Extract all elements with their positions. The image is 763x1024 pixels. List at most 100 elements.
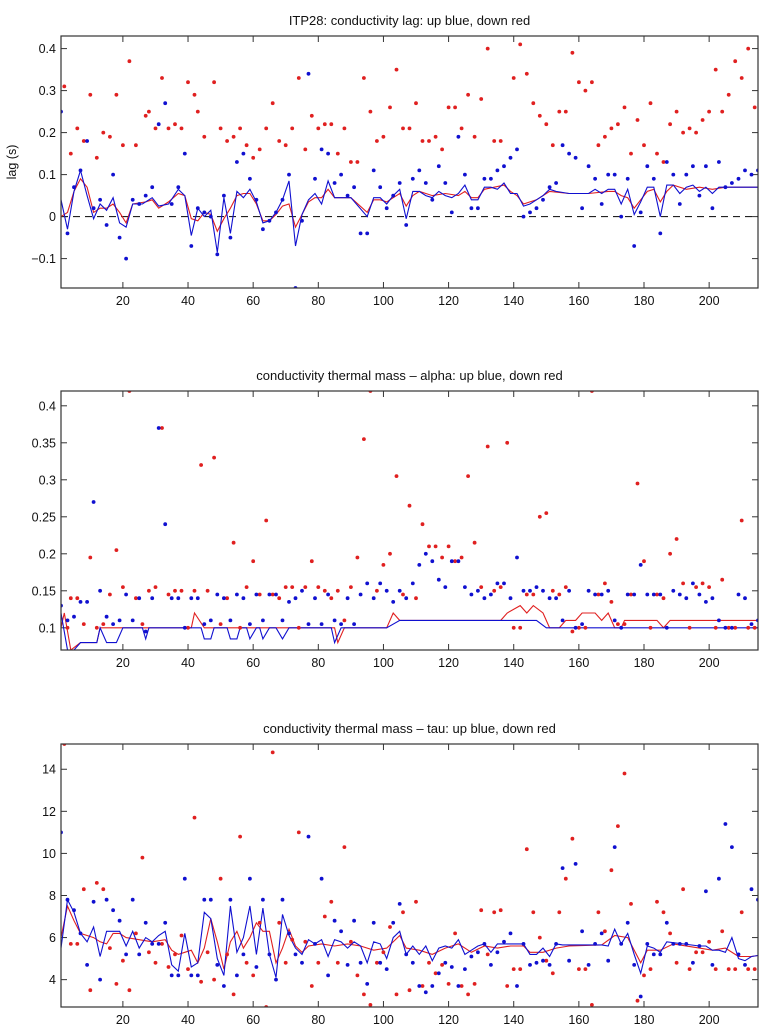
down-data-point xyxy=(335,960,340,965)
up-data-point xyxy=(235,973,239,978)
up-data-point xyxy=(625,920,630,925)
down-data-point xyxy=(68,596,73,601)
down-data-point xyxy=(700,950,705,955)
up-data-point xyxy=(502,939,506,944)
up-data-point xyxy=(313,596,317,601)
down-data-point xyxy=(518,42,523,47)
up-data-point xyxy=(449,965,454,969)
up-data-point xyxy=(111,172,115,177)
down-data-point xyxy=(166,126,171,131)
down-data-point xyxy=(453,931,457,936)
x-tick-label: 40 xyxy=(181,656,195,670)
down-data-point xyxy=(108,946,112,950)
up-data-point xyxy=(691,581,695,586)
up-data-point xyxy=(319,147,324,152)
y-tick-label: 0.4 xyxy=(39,42,56,56)
up-data-point xyxy=(169,973,174,978)
down-data-point xyxy=(563,585,568,589)
down-data-point xyxy=(147,588,151,593)
down-data-point xyxy=(335,588,340,593)
up-data-point xyxy=(632,963,637,967)
down-data-point xyxy=(674,537,679,541)
y-tick-label: 0.25 xyxy=(32,510,56,524)
up-data-point xyxy=(124,952,128,957)
up-data-point xyxy=(651,592,656,597)
up-data-point xyxy=(723,185,728,190)
down-data-point xyxy=(290,585,295,589)
up-data-point xyxy=(391,193,396,198)
down-data-point xyxy=(609,126,614,131)
up-data-point xyxy=(345,963,350,967)
down-data-point xyxy=(75,126,80,131)
up-data-point xyxy=(554,596,558,601)
down-data-point xyxy=(143,113,148,118)
up-data-point xyxy=(580,622,584,626)
up-data-point xyxy=(430,559,435,564)
up-data-point xyxy=(241,151,246,156)
up-data-point xyxy=(482,176,487,181)
down-data-point xyxy=(713,67,718,72)
up-data-point xyxy=(391,920,396,925)
down-data-point xyxy=(160,426,164,430)
down-data-point xyxy=(127,988,132,993)
down-data-point xyxy=(225,596,230,601)
down-data-point xyxy=(700,118,705,122)
up-data-point xyxy=(156,122,161,127)
down-data-point xyxy=(674,960,679,965)
up-data-point xyxy=(736,176,741,181)
down-data-point xyxy=(752,967,757,971)
down-data-point xyxy=(244,143,249,148)
up-data-point xyxy=(339,622,343,626)
up-data-point xyxy=(195,973,200,978)
up-data-point xyxy=(664,160,669,164)
up-data-point xyxy=(391,600,396,604)
up-data-point xyxy=(326,592,330,597)
up-data-point xyxy=(469,592,474,597)
down-data-point xyxy=(134,143,138,148)
down-data-point xyxy=(733,59,738,64)
down-data-point xyxy=(550,971,555,976)
down-data-point xyxy=(472,540,477,545)
up-data-point xyxy=(156,426,161,430)
up-data-point xyxy=(150,185,155,190)
down-data-point xyxy=(752,625,757,630)
down-data-point xyxy=(179,126,184,131)
down-data-point xyxy=(720,577,725,582)
down-data-point xyxy=(322,914,327,919)
up-smoothed-line xyxy=(61,897,758,978)
up-data-point xyxy=(222,984,226,988)
up-data-point xyxy=(645,592,650,597)
up-data-point xyxy=(443,585,448,589)
up-data-point xyxy=(254,965,259,969)
down-data-point xyxy=(238,834,243,839)
down-data-point xyxy=(401,126,405,131)
x-tick-label: 60 xyxy=(246,294,260,308)
down-data-point xyxy=(433,544,438,549)
up-data-point xyxy=(176,185,181,190)
up-data-point xyxy=(104,897,109,902)
up-data-point xyxy=(736,592,741,597)
down-data-point xyxy=(505,984,510,988)
down-data-point xyxy=(544,511,549,515)
up-data-point xyxy=(345,596,350,601)
up-data-point xyxy=(417,563,422,567)
x-tick-label: 160 xyxy=(568,656,589,670)
up-data-point xyxy=(117,235,122,240)
down-data-point xyxy=(642,973,646,978)
up-data-point xyxy=(319,876,324,881)
up-data-point xyxy=(671,588,676,593)
up-data-point xyxy=(169,596,174,601)
down-data-point xyxy=(661,910,666,915)
down-data-point xyxy=(609,600,614,604)
up-data-point xyxy=(476,588,480,593)
down-data-point xyxy=(179,588,184,593)
up-data-point xyxy=(482,596,487,601)
down-data-point xyxy=(726,92,731,97)
up-data-point xyxy=(332,918,337,923)
down-data-point xyxy=(355,555,360,560)
down-data-point xyxy=(635,481,640,486)
up-data-point xyxy=(638,994,643,999)
down-data-point xyxy=(212,455,217,460)
up-data-point xyxy=(691,960,695,965)
